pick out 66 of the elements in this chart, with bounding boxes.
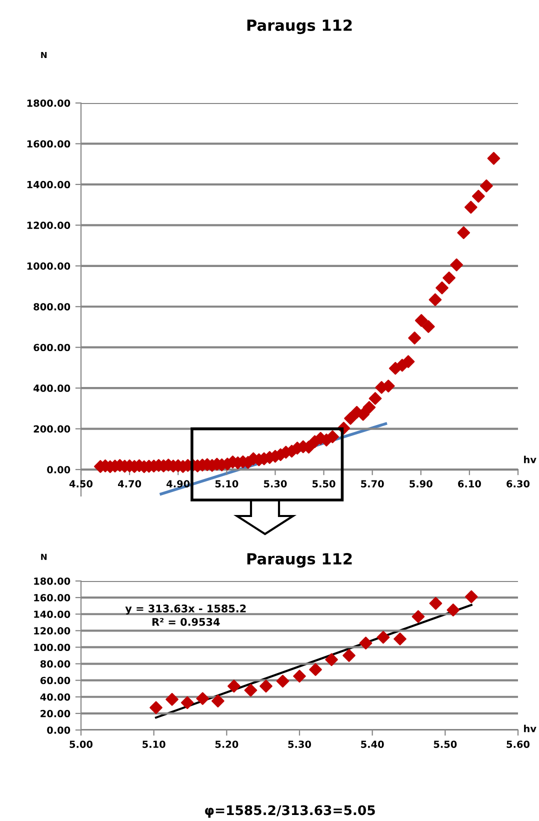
point [293, 670, 306, 683]
point [196, 692, 210, 705]
point [342, 649, 356, 662]
chart-title: Paraugs 112 [247, 552, 352, 568]
y-tick-label: 180.00 [34, 577, 70, 585]
y-axis-title: N [41, 554, 47, 560]
x-tick-label: 5.20 [215, 740, 238, 748]
y-tick-label: 60.00 [40, 676, 70, 684]
y-tick-label: 80.00 [40, 660, 70, 668]
annotation: R² = 0.9534 [152, 618, 220, 626]
y-tick-label: 200.00 [34, 425, 70, 433]
x-tick-label: 6.30 [506, 480, 530, 488]
point [464, 590, 478, 604]
y-tick-label: 1400.00 [27, 180, 70, 188]
y-tick-label: 600.00 [34, 344, 70, 352]
annotation: y = 313.63x - 1585.2 [125, 604, 246, 615]
point [150, 701, 162, 714]
x-axis-title: hv [524, 456, 536, 464]
x-tick-label: 5.50 [434, 740, 457, 748]
x-tick-label: 5.60 [506, 740, 530, 748]
x-tick-label: 5.10 [142, 740, 166, 748]
y-tick-label: 1000.00 [27, 262, 70, 270]
x-tick-label: 5.40 [361, 740, 384, 748]
y-tick-label: 20.00 [40, 710, 70, 718]
point [228, 680, 240, 693]
point [276, 674, 290, 688]
x-tick-label: 6.10 [458, 480, 481, 488]
point [180, 696, 194, 710]
y-tick-label: 400.00 [34, 384, 70, 392]
x-axis-title: hv [524, 724, 536, 732]
y-tick-label: 0.00 [47, 466, 70, 474]
point [412, 610, 425, 624]
point [309, 663, 322, 676]
text: φ=1585.2/313.63=5.05 [205, 805, 375, 818]
x-tick-label: 5.90 [410, 480, 432, 488]
x-tick-label: 5.70 [361, 480, 384, 488]
x-tick-label: 4.90 [166, 480, 190, 488]
y-tick-label: 800.00 [34, 303, 70, 310]
point [359, 636, 372, 650]
point [244, 684, 258, 697]
x-tick-label: 5.00 [70, 740, 93, 748]
point [212, 694, 224, 708]
y-tick-label: 160.00 [34, 594, 70, 602]
y-tick-label: 120.00 [34, 627, 70, 634]
x-tick-label: 4.70 [118, 480, 142, 488]
y-axis-title: N [41, 52, 47, 58]
point [260, 680, 272, 693]
y-tick-label: 40.00 [40, 693, 70, 701]
y-tick-label: 100.00 [34, 644, 70, 652]
x-tick-label: 5.50 [312, 480, 336, 488]
x-tick-label: 5.10 [215, 480, 238, 488]
y-tick-label: 1200.00 [27, 222, 70, 230]
x-tick-label: 4.50 [69, 480, 93, 488]
point [446, 604, 460, 616]
y-tick-label: 140.00 [34, 610, 70, 618]
x-tick-label: 5.30 [264, 480, 287, 488]
y-tick-label: 1800.00 [27, 99, 70, 107]
point [166, 692, 178, 706]
y-tick-label: 1600.00 [27, 140, 70, 148]
y-tick-label: 0.00 [47, 726, 70, 734]
point [429, 596, 442, 610]
point [394, 632, 406, 646]
chart-title: Paraugs 112 [247, 19, 352, 34]
point [376, 630, 390, 644]
point [325, 653, 338, 666]
x-tick-label: 5.30 [288, 740, 312, 748]
